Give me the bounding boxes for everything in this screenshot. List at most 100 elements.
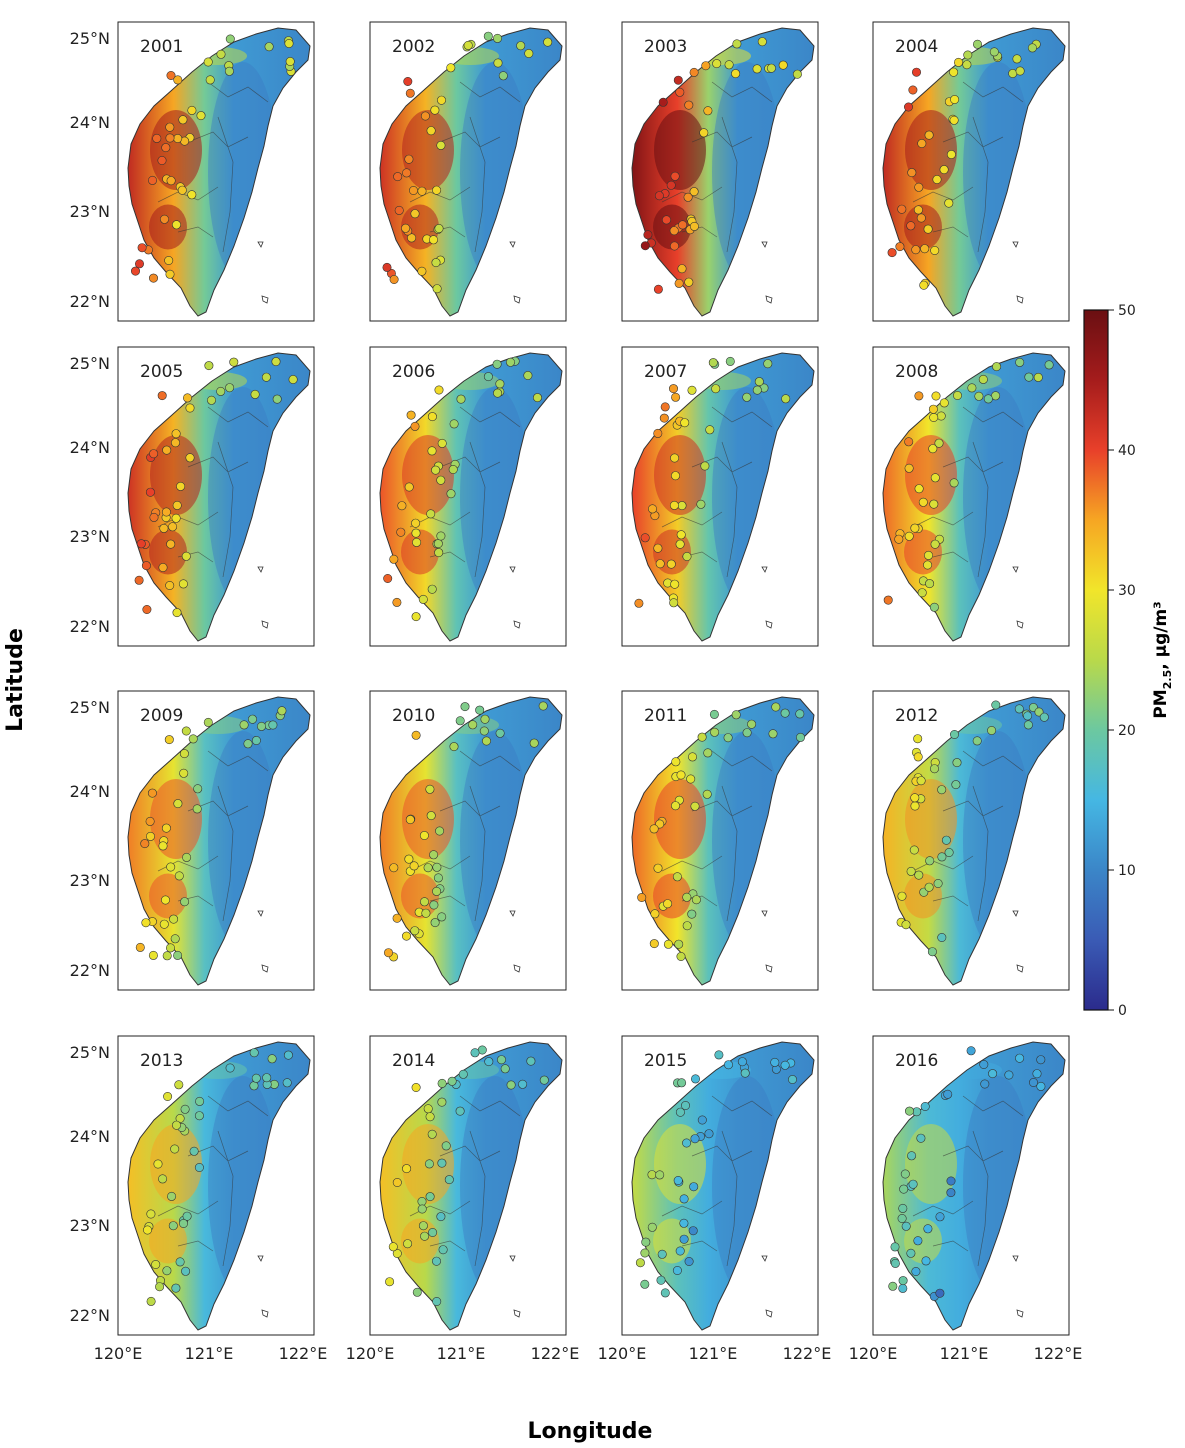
station-dot [493,58,503,68]
station-dot [446,63,456,73]
station-dot [277,706,287,716]
station-dot [432,886,442,896]
station-dot [703,106,713,116]
station-dot [411,730,421,740]
station-markers [634,356,791,608]
station-dot [401,931,411,941]
station-dot [158,1174,168,1184]
panel-year-label: 2015 [644,1051,687,1071]
station-dot [423,1104,433,1114]
station-dot [392,1178,402,1188]
station-dot [432,862,442,872]
station-dot [684,277,694,287]
hotspot [654,779,706,859]
station-dot [682,1138,692,1148]
station-dot [506,1080,516,1090]
map-panel-2010: 2010 [369,690,567,991]
station-dot [433,539,443,549]
station-dot [468,720,478,730]
station-dot [949,67,959,77]
station-dot [250,389,260,399]
station-dot [174,871,184,881]
station-dot [417,1197,427,1207]
station-dot [147,175,157,185]
county-boundaries [409,406,521,578]
county-boundaries [912,1095,1024,1267]
station-dot [928,444,938,454]
station-dot [470,1048,480,1058]
longitude-tick-label: 122°E [783,1344,832,1363]
station-dot [895,242,905,252]
station-dot [438,1245,448,1255]
station-dot [910,801,920,811]
latitude-tick-label: 24°N [70,1127,110,1146]
station-dot [917,588,927,598]
station-dot [678,220,688,230]
station-dot [171,513,181,523]
station-dot [165,133,175,143]
station-dot [673,1176,683,1186]
station-dot [158,563,168,573]
coastline [631,352,815,642]
station-dot [430,918,440,928]
station-dot [437,95,447,105]
island-marker [761,1255,768,1262]
panel-year-label: 2010 [392,706,435,726]
station-dot [168,522,178,532]
county-boundaries [409,1095,521,1267]
station-dot [180,1104,190,1114]
station-dot [676,530,686,540]
island-marker [261,295,269,304]
station-dot [392,597,402,607]
station-dot [282,1078,292,1088]
station-dot [897,1214,907,1224]
station-dot [711,384,721,394]
station-dot [930,539,940,549]
station-dot [435,826,445,836]
station-dot [134,259,144,269]
station-dot [920,1102,930,1112]
station-dot [170,438,180,448]
longitude-tick-label: 122°E [531,1344,580,1363]
island-marker [1016,620,1024,629]
station-dot [740,1068,750,1078]
panel-year-label: 2004 [895,37,938,57]
island-marker [1016,964,1024,973]
station-dot [162,1266,172,1276]
station-dot [170,1144,180,1154]
hotspot [149,204,187,250]
station-dot [988,1069,998,1079]
station-dot [939,165,949,175]
station-dot [937,785,947,795]
station-dot [754,377,764,387]
station-dot [141,561,151,571]
station-dot [684,100,694,110]
latitude-tick-label: 22°N [70,617,110,636]
station-dot [475,705,485,715]
station-dot [484,1057,494,1067]
island-marker [761,241,768,248]
station-dot [171,1120,181,1130]
station-dot [898,1276,908,1286]
station-markers [382,31,553,294]
station-dot [752,385,762,395]
station-dot [674,939,684,949]
station-dot [1023,711,1033,721]
station-dot [906,866,916,876]
island-marker [261,964,269,973]
station-dot [410,421,420,431]
station-dot [402,1164,412,1174]
station-dot [161,143,171,153]
station-dot [284,38,294,48]
longitude-tick-label: 120°E [598,1344,647,1363]
station-dot [543,37,553,47]
station-dot [640,1248,650,1258]
map-panel-2014: 2014 120°E 121°E 122°E [346,1035,580,1363]
station-dot [225,34,235,44]
station-dot [163,1091,173,1101]
station-dot [411,518,421,528]
island-marker [1012,1255,1019,1262]
station-dot [949,478,959,488]
station-dot [682,921,692,931]
station-dot [480,714,490,724]
